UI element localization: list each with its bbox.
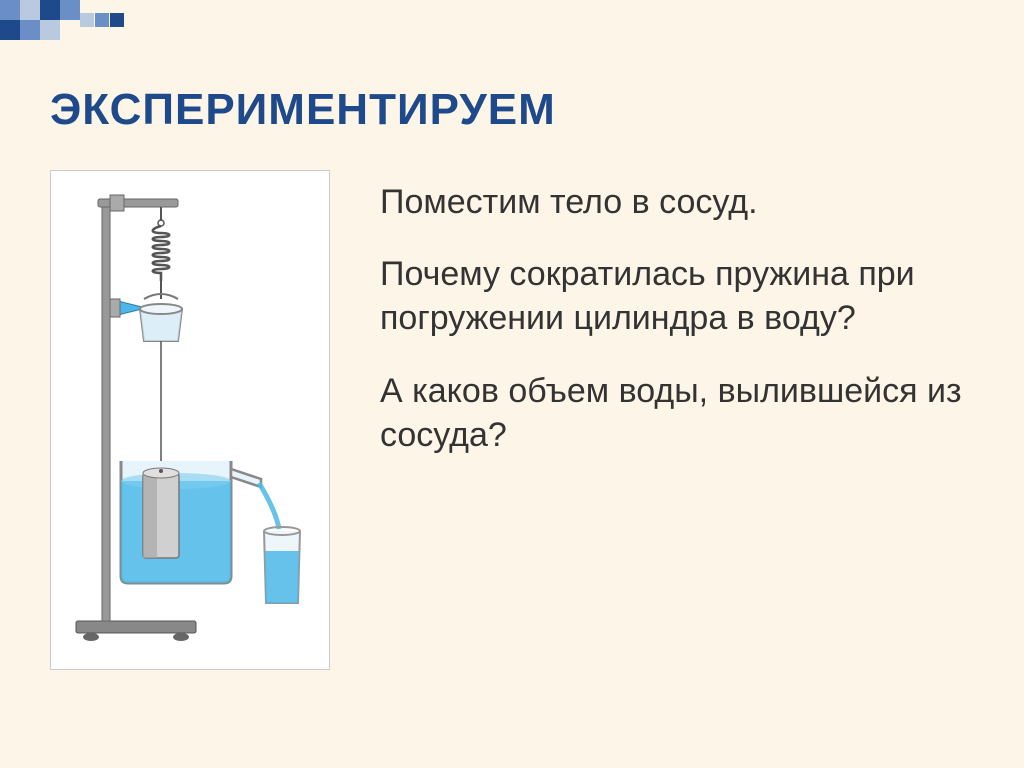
paragraph-2: Почему сократилась пружина при погружени… <box>380 252 980 340</box>
bucket <box>140 294 182 341</box>
experiment-diagram <box>50 170 330 670</box>
slide-title: ЭКСПЕРИМЕНТИРУЕМ <box>50 85 556 135</box>
apparatus-svg <box>66 181 316 661</box>
glass <box>264 527 300 603</box>
spring-assembly <box>153 207 170 299</box>
corner-decoration <box>0 0 200 40</box>
text-block: Поместим тело в сосуд. Почему сократилас… <box>380 180 980 485</box>
content-area: Поместим тело в сосуд. Почему сократилас… <box>0 170 1024 760</box>
cylinder <box>143 468 179 558</box>
paragraph-3: А каков объем воды, вылившейся из сосуда… <box>380 369 980 457</box>
paragraph-1: Поместим тело в сосуд. <box>380 180 980 224</box>
string <box>159 341 164 471</box>
